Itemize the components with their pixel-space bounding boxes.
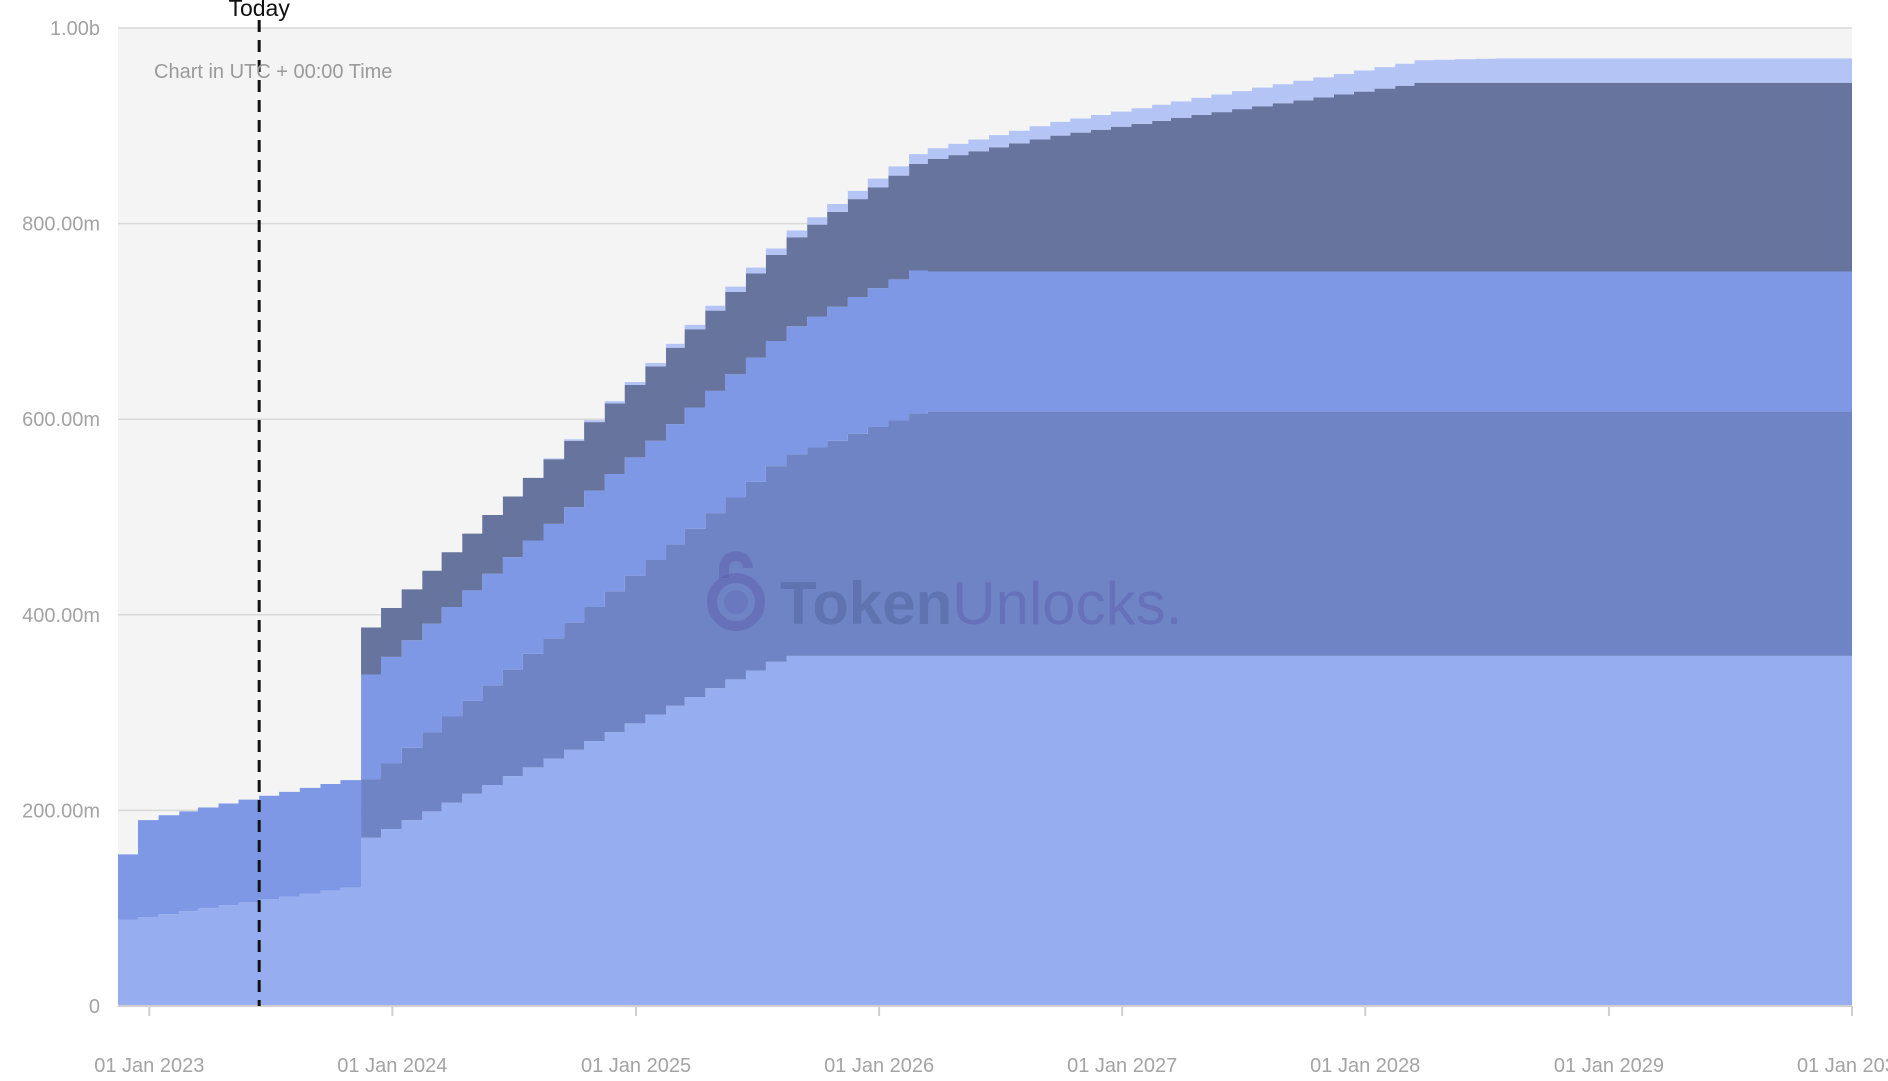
svg-text:TokenUnlocks.: TokenUnlocks.: [780, 570, 1182, 637]
y-axis-tick-labels: 0 200.00m 400.00m 600.00m 800.00m 1.00b: [22, 18, 100, 1018]
x-tick-label-4: 01 Jan 2027: [1067, 1055, 1177, 1076]
x-axis-tick-labels: 01 Jan 2023 01 Jan 2024 01 Jan 2025 01 Jan …: [94, 1055, 1888, 1077]
y-tick-label-0: 0: [89, 996, 100, 1018]
x-tick-label-6: 01 Jan 2029: [1554, 1055, 1664, 1076]
y-tick-label-5: 1.00b: [50, 18, 100, 40]
y-tick-label-4: 800.00m: [22, 214, 100, 236]
area-series-1[interactable]: [118, 655, 1852, 1006]
x-tick-label-3: 01 Jan 2026: [824, 1055, 934, 1076]
x-tick-label-7: 01 Jan 2030: [1797, 1055, 1888, 1076]
today-marker-label: Today: [228, 0, 290, 21]
watermark-brand-light: Unlocks.: [952, 570, 1182, 637]
area-series-3[interactable]: [118, 270, 1852, 920]
y-tick-label-1: 200.00m: [22, 800, 100, 822]
x-tick-label-5: 01 Jan 2028: [1310, 1055, 1420, 1076]
x-tick-label-1: 01 Jan 2024: [337, 1055, 447, 1076]
area-series-2[interactable]: [118, 411, 1852, 920]
y-tick-label-2: 400.00m: [22, 605, 100, 627]
x-axis-ticks: [148, 1006, 1853, 1016]
x-tick-label-2: 01 Jan 2025: [581, 1055, 691, 1076]
area-series-layer[interactable]: [118, 58, 1852, 1006]
area-series-4[interactable]: [118, 82, 1852, 855]
x-tick-label-0: 01 Jan 2023: [94, 1055, 204, 1076]
watermark-brand-bold: Token: [780, 570, 952, 637]
y-tick-label-3: 600.00m: [22, 409, 100, 431]
timezone-note: Chart in UTC + 00:00 Time: [154, 61, 392, 83]
tokenunlocks-watermark: TokenUnlocks.: [707, 551, 1182, 637]
tokenunlocks-logo-icon: [707, 551, 765, 631]
